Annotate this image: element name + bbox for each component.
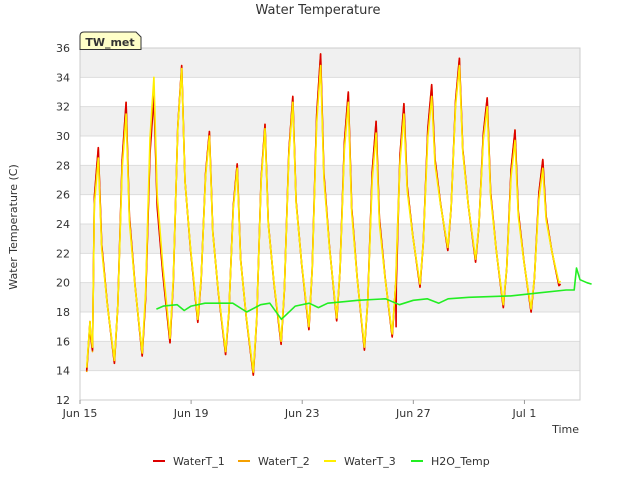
chart-title: Water Temperature [256, 3, 381, 18]
series-line-watert-1 [85, 53, 562, 376]
site-label-box [79, 31, 142, 50]
y-axis-label: Water Temperature (C) [7, 164, 20, 289]
x-tick-label-2023-07-01: Jul 1 [512, 407, 537, 420]
band-14 [80, 341, 580, 371]
y-tick-label-32: 32 [56, 101, 70, 114]
y-tick-label-24: 24 [56, 218, 70, 231]
x-axis-ticks: Jun 15 Jun 19 Jun 23 Jun 27 Jul 1 [62, 400, 537, 420]
y-tick-label-20: 20 [56, 277, 70, 290]
x-axis-label: Time [551, 423, 579, 436]
x-tick-label-2023-06-15: Jun 15 [62, 407, 98, 420]
y-tick-label-14: 14 [56, 365, 70, 378]
y-axis-ticks: 12 14 16 18 20 22 24 26 28 30 32 34 36 [56, 42, 70, 407]
plot-frame [79, 47, 581, 401]
band-18 [80, 282, 580, 312]
y-tick-label-16: 16 [56, 335, 70, 348]
y-tick-label-26: 26 [56, 189, 70, 202]
y-tick-label-22: 22 [56, 247, 70, 260]
series-line-watert-3 [85, 64, 562, 373]
site-label: TW_met [85, 36, 134, 49]
band-34 [80, 48, 580, 78]
legend-label-h2o-temp: H2O_Temp [431, 455, 490, 468]
y-tick-label-28: 28 [56, 159, 70, 172]
series-lines [85, 53, 592, 376]
series-line-h2o-temp [156, 267, 592, 321]
band-30 [80, 106, 580, 136]
legend-label-watert-1: WaterT_1 [173, 455, 225, 468]
y-tick-label-34: 34 [56, 71, 70, 84]
x-tick-label-2023-06-27: Jun 27 [395, 407, 431, 420]
y-tick-label-18: 18 [56, 306, 70, 319]
y-tick-label-36: 36 [56, 42, 70, 55]
x-tick-label-2023-06-23: Jun 23 [284, 407, 320, 420]
band-26 [80, 165, 580, 195]
x-tick-label-2023-06-19: Jun 19 [173, 407, 209, 420]
plot-background-bands [80, 48, 580, 371]
legend: WaterT_1 WaterT_2 WaterT_3 H2O_Temp [153, 455, 490, 468]
legend-label-watert-2: WaterT_2 [258, 455, 310, 468]
legend-label-watert-3: WaterT_3 [344, 455, 396, 468]
site-label-badge: TW_met [79, 31, 142, 50]
y-tick-label-30: 30 [56, 130, 70, 143]
y-tick-label-12: 12 [56, 394, 70, 407]
